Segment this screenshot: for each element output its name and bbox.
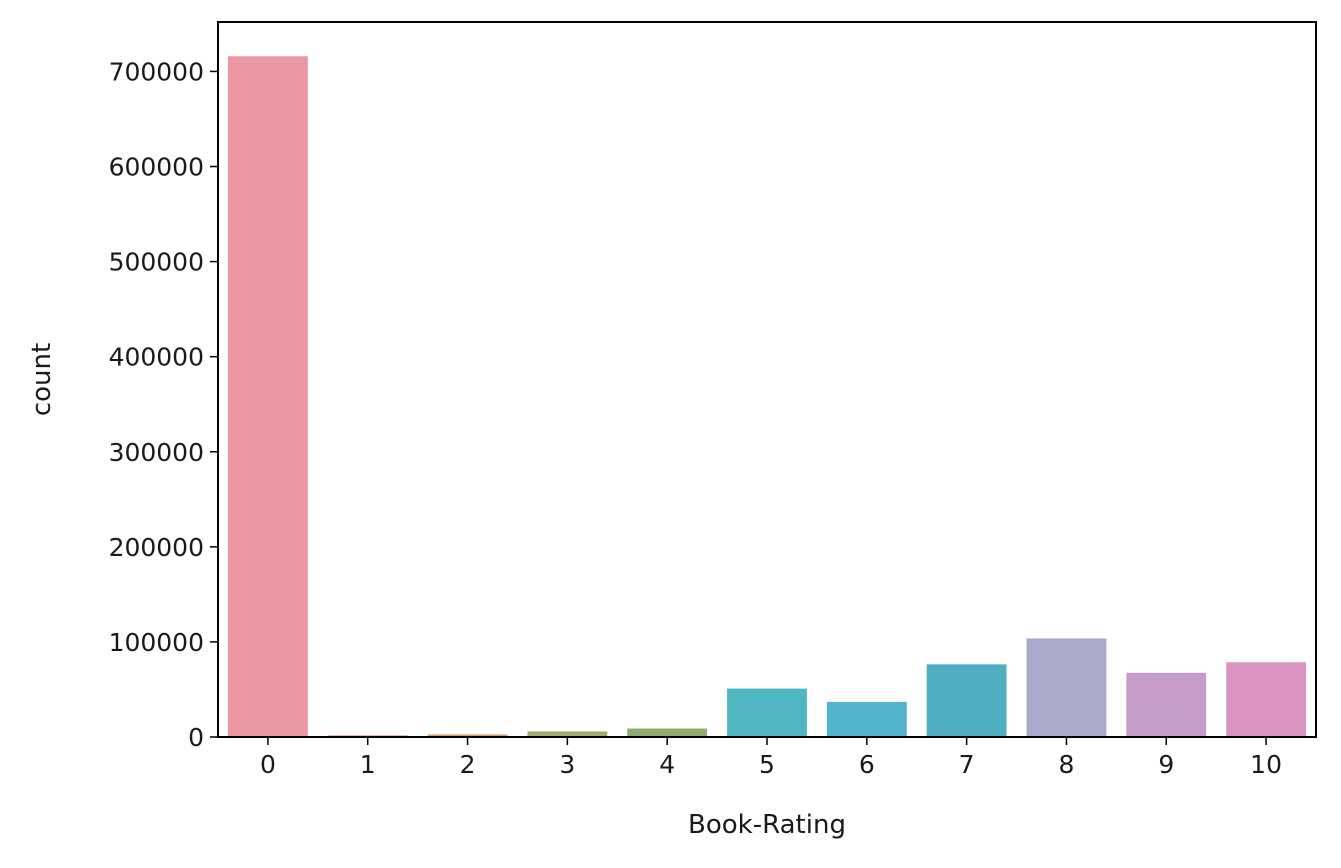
bar-rating-8 [1026, 638, 1107, 737]
x-axis-label: Book-Rating [688, 810, 846, 840]
y-tick-label: 700000 [109, 57, 204, 86]
y-tick-label: 100000 [109, 628, 204, 657]
y-axis-label: count [27, 343, 57, 416]
bar-rating-9 [1126, 672, 1207, 737]
x-tick-label: 6 [859, 750, 875, 779]
plot-frame [217, 21, 1317, 738]
bar-rating-2 [427, 734, 508, 737]
bar-rating-7 [926, 664, 1007, 737]
y-axis-ticks: 0 100000 200000 300000 400000 500000 600000 700… [109, 57, 218, 752]
x-tick-label: 1 [360, 750, 376, 779]
x-tick-label: 10 [1250, 750, 1282, 779]
x-tick-label: 0 [260, 750, 276, 779]
bar-rating-3 [527, 731, 608, 737]
bar-rating-5 [727, 688, 807, 737]
y-tick-label: 400000 [109, 343, 204, 372]
y-tick-label: 600000 [109, 153, 204, 182]
y-tick-label: 500000 [109, 248, 204, 277]
x-tick-label: 8 [1059, 750, 1075, 779]
bar-rating-0 [227, 56, 308, 738]
x-tick-label: 3 [559, 750, 575, 779]
x-tick-label: 4 [659, 750, 675, 779]
x-axis-ticks: 0 1 2 3 4 5 6 7 8 9 10 [260, 737, 1282, 779]
bar-rating-6 [826, 701, 907, 737]
bars-group [227, 56, 1307, 738]
bar-rating-10 [1226, 662, 1307, 737]
bar-rating-4 [627, 728, 708, 737]
x-tick-label: 2 [460, 750, 476, 779]
y-tick-label: 200000 [109, 533, 204, 562]
x-tick-label: 7 [959, 750, 975, 779]
x-tick-label: 9 [1158, 750, 1174, 779]
y-tick-label: 0 [188, 723, 204, 752]
x-tick-label: 5 [759, 750, 775, 779]
y-tick-label: 300000 [109, 438, 204, 467]
